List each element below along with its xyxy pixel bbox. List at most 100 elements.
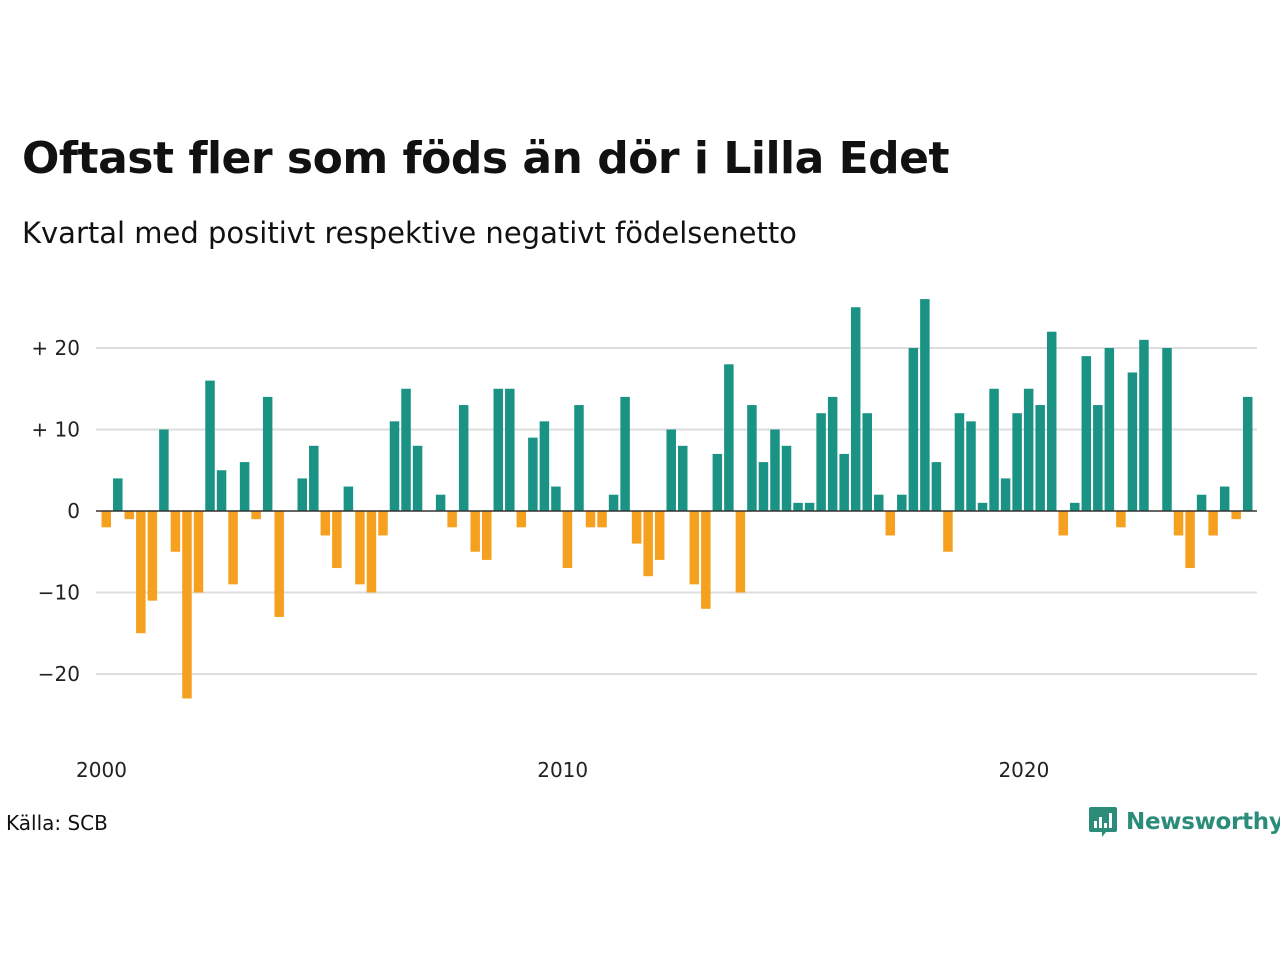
bar [689,511,700,585]
bar [1012,413,1022,511]
bar [597,511,607,528]
bar [977,502,988,511]
bar [159,429,169,511]
bar [262,396,273,511]
bar [113,478,123,511]
bar [654,511,665,560]
newsworthy-logo: Newsworthy [1088,805,1280,839]
chart-title: Oftast fler som föds än dör i Lilla Edet [22,133,950,184]
bar [1231,511,1241,520]
y-axis-labels: + 20 + 10 0 −10 −20 [31,336,80,686]
bar [920,299,930,511]
bar [885,511,896,536]
bar [1104,348,1115,511]
bar [724,364,734,511]
bar [332,511,342,569]
bar [216,470,227,511]
logo-text: Newsworthy [1126,809,1280,835]
source-note: Källa: SCB [6,811,108,835]
bar [378,511,388,536]
bar [735,511,746,593]
bar [850,307,861,511]
bar [412,445,423,511]
y-tick-label: −20 [38,662,80,686]
bar [193,511,204,593]
bar [874,494,884,511]
bar [1219,486,1230,511]
bar [1139,339,1149,511]
bar [505,388,515,511]
bar [170,511,181,552]
bar [228,511,238,585]
y-tick-label: −10 [38,581,80,605]
bar [182,511,192,699]
bar [678,445,688,511]
bar [585,511,596,528]
bar [1000,478,1011,511]
bar [758,462,769,511]
bar [770,429,780,511]
bar [239,462,250,511]
bar [1046,331,1057,511]
bar [712,453,723,511]
bar [620,396,630,511]
newsworthy-logo-icon [1089,807,1117,837]
bar [1070,502,1080,511]
bar [1196,494,1207,511]
y-tick-label: 0 [67,499,80,523]
bar [827,396,838,511]
bar [1208,511,1218,536]
bar [954,413,965,511]
bar [251,511,261,520]
chart-subtitle: Kvartal med positivt respektive negativt… [22,216,797,250]
bar [1081,356,1092,511]
bar [1185,511,1195,569]
bar [343,486,354,511]
bar [551,486,561,511]
bar [435,494,446,511]
y-tick-label: + 20 [31,336,80,360]
bar [931,462,942,511]
bar [1058,511,1068,536]
bar [781,445,792,511]
bar [1242,396,1253,511]
bar [481,511,492,560]
bar [966,421,976,511]
bar [493,388,504,511]
bar [989,388,999,511]
bar [401,388,411,511]
bar [1116,511,1126,528]
bar [839,453,849,511]
bar [1127,372,1138,511]
x-tick-label: 2020 [998,758,1049,782]
bar [1162,348,1172,511]
bar [574,405,584,511]
bar [516,511,527,528]
bar [1173,511,1184,536]
bar [562,511,573,569]
bar [528,437,538,511]
bar [943,511,953,552]
bars [101,299,1253,699]
y-tick-label: + 10 [31,418,80,442]
x-axis-labels: 2000 2010 2020 [76,758,1049,782]
bar [447,511,457,528]
bar [804,502,815,511]
bar [458,405,469,511]
bar [1035,405,1045,511]
bar [136,511,146,634]
bar [816,413,826,511]
bar [147,511,158,601]
bar [205,380,215,511]
bar [701,511,711,609]
bar [320,511,331,536]
bar [631,511,642,544]
bar [366,511,377,593]
bar [309,445,319,511]
bar [793,502,803,511]
bar [470,511,480,552]
bar [389,421,400,511]
bar [643,511,653,577]
bar [1093,405,1103,511]
bar [897,494,907,511]
